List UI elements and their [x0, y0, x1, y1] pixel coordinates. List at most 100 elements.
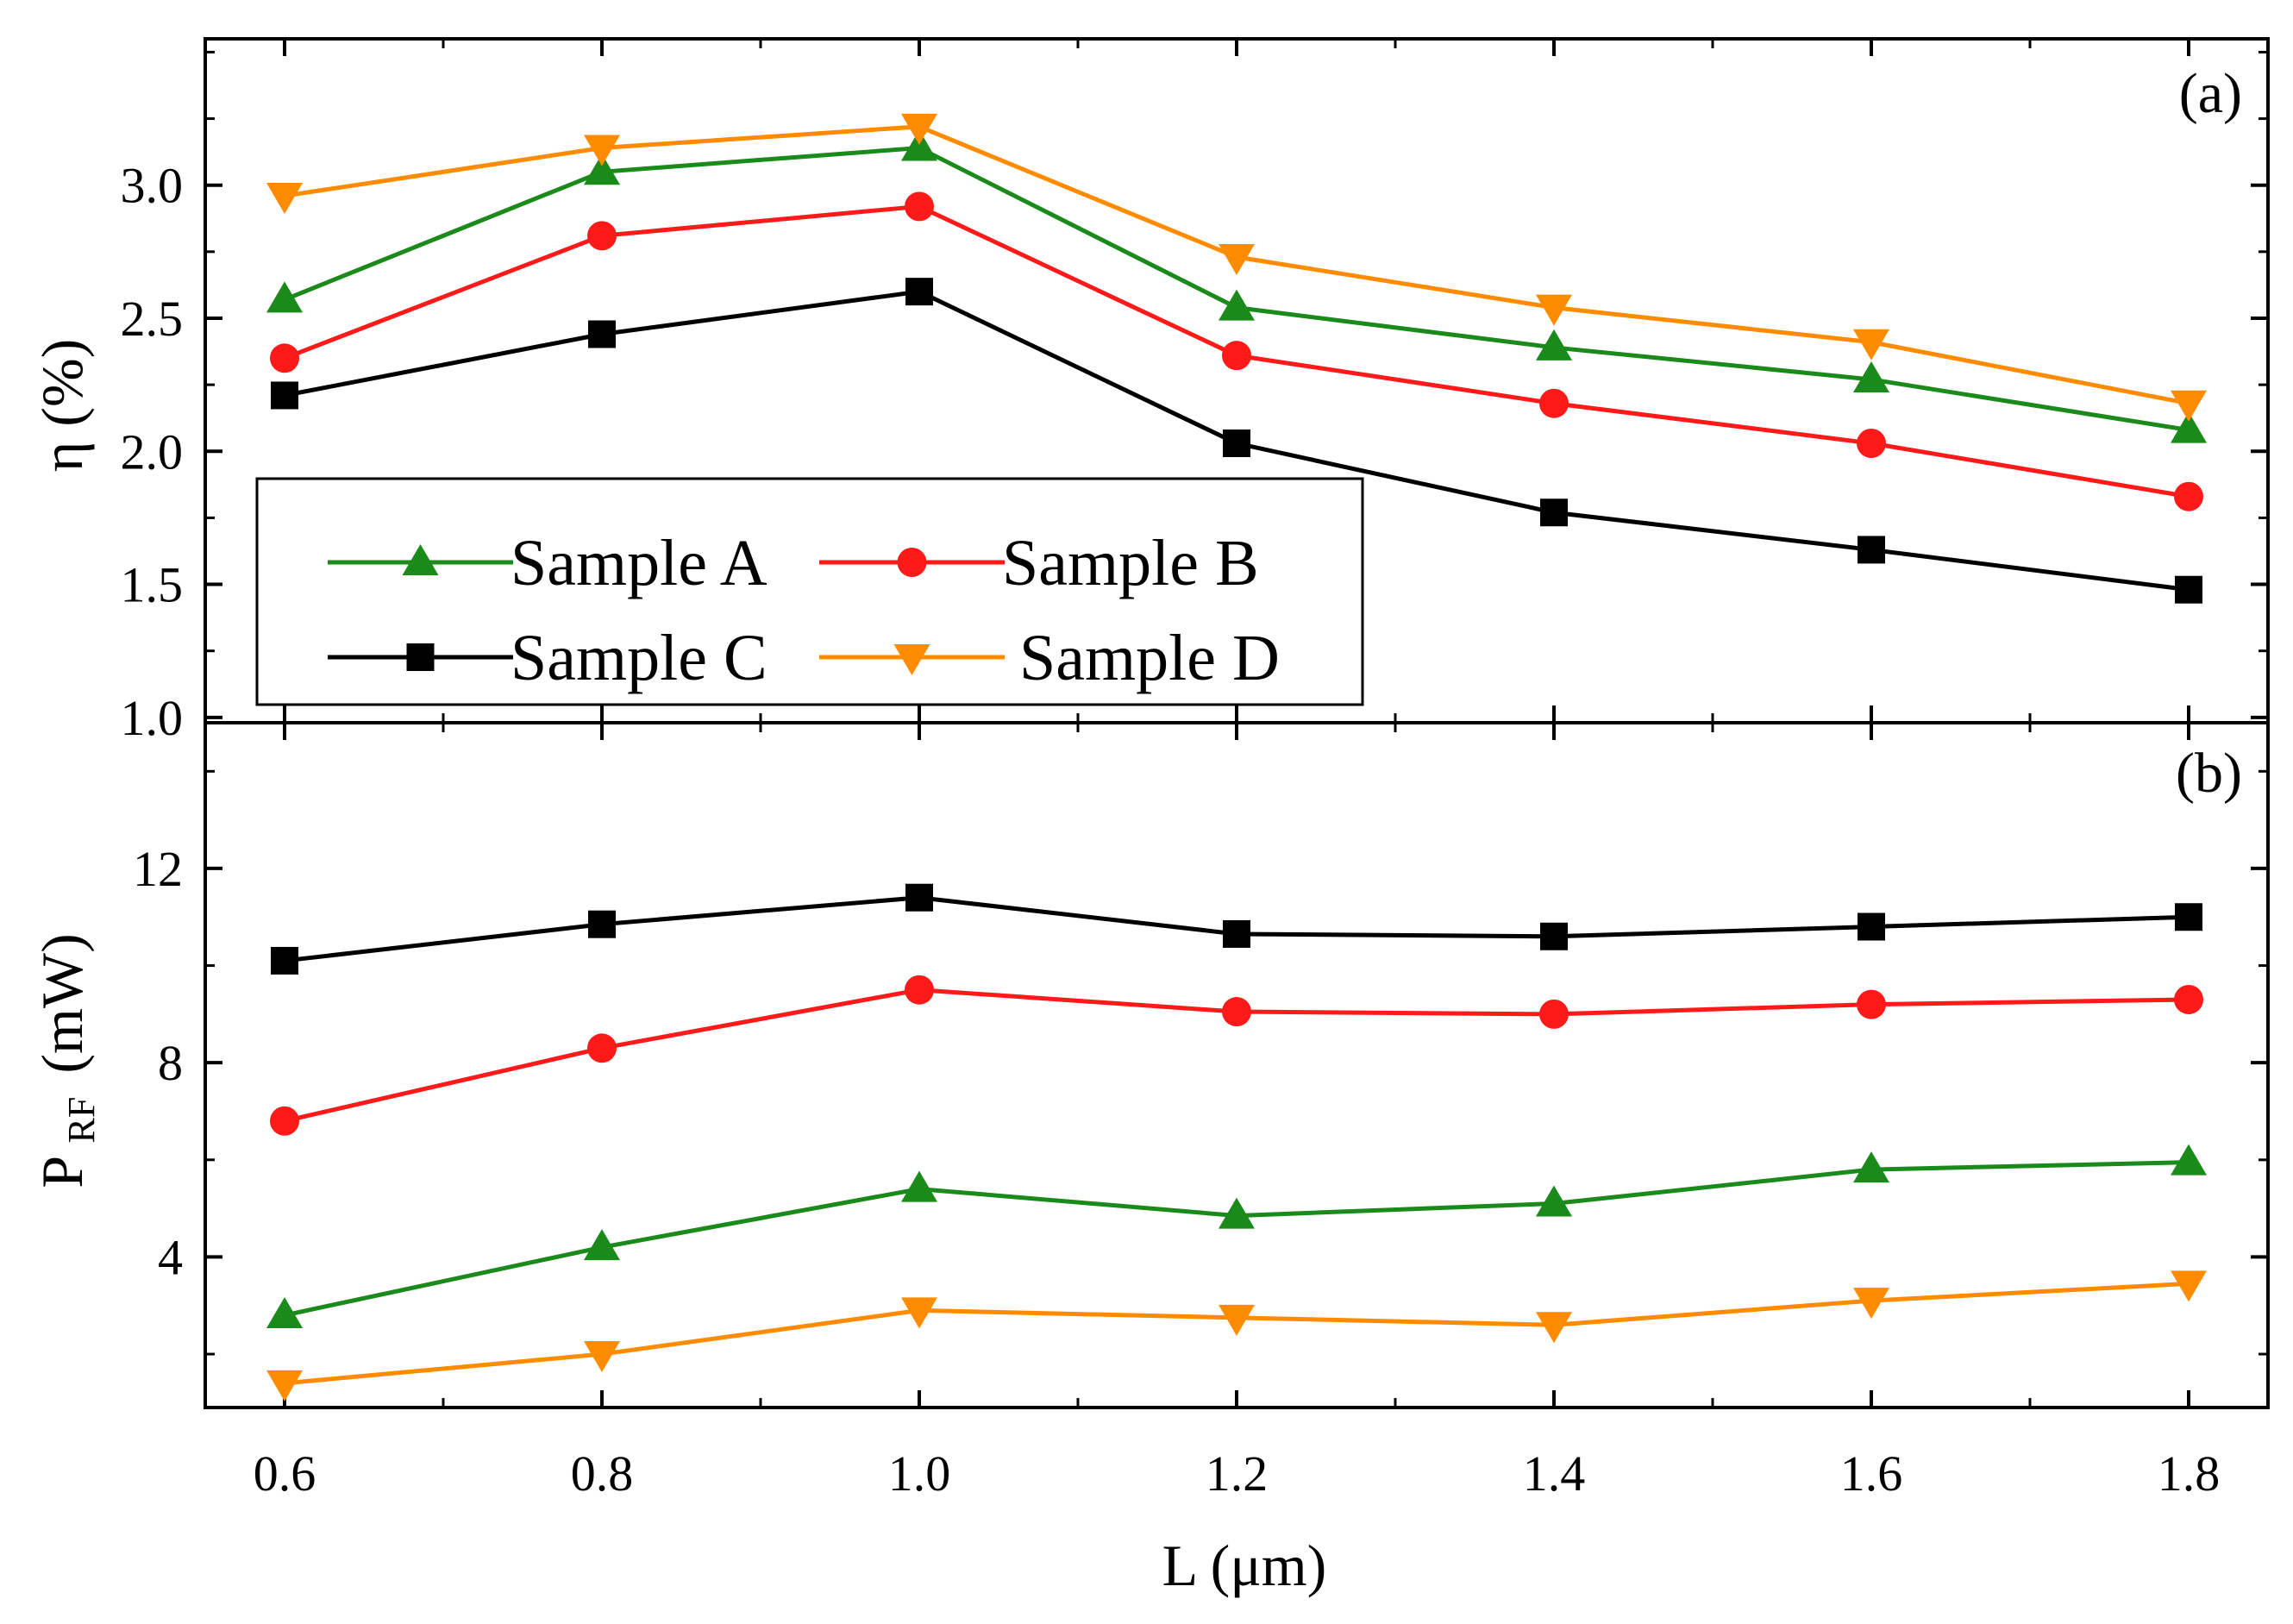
legend-marker-sample-b	[897, 548, 927, 577]
legend-marker-sample-d	[893, 644, 930, 675]
panel-a-ylabel-unit: (%)	[29, 339, 95, 427]
panel-a-point-sample-b	[1539, 388, 1569, 418]
panel-b-point-sample-d	[266, 1370, 303, 1401]
panel-a-point-sample-d	[1536, 294, 1572, 326]
panel-b-series-sample-c	[271, 883, 2202, 975]
panel-b-point-sample-b	[2174, 984, 2203, 1014]
x-tick-label: 1.0	[888, 1445, 951, 1502]
panel-a-series-sample-a	[266, 129, 2207, 443]
panel-a-point-sample-a	[1536, 329, 1572, 361]
panel-a-point-sample-d	[2171, 390, 2207, 422]
panel-a-point-sample-b	[587, 221, 617, 251]
panel-b-point-sample-d	[1536, 1312, 1572, 1344]
panel-b-point-sample-a	[266, 1297, 303, 1329]
panel-a-tag: (a)	[2179, 62, 2242, 125]
panel-a-series-sample-b	[270, 191, 2203, 511]
panel-b-ytick-label: 4	[158, 1229, 183, 1285]
panel-a-point-sample-d	[901, 113, 937, 145]
panel-a-point-sample-b	[905, 191, 934, 222]
x-tick-label: 1.6	[1840, 1445, 1903, 1502]
panel-b-series-sample-b	[270, 975, 2203, 1136]
panel-a: 1.0 1.5 2.0 2.5 3.0	[121, 37, 2270, 746]
panel-a-point-sample-c	[905, 278, 933, 306]
panel-a-point-sample-b	[270, 343, 299, 373]
panel-b-ylabel-unit: (mW)	[29, 933, 95, 1073]
panel-b-ylabel: P RF (mW)	[29, 933, 107, 1188]
panel-a-ytick-label: 1.5	[121, 557, 184, 613]
panel-a-point-sample-b	[1222, 341, 1251, 371]
panel-b-point-sample-a	[1536, 1185, 1572, 1217]
panel-b-point-sample-d	[2171, 1270, 2207, 1302]
panel-b-point-sample-c	[2175, 903, 2202, 931]
panel-a-point-sample-a	[901, 129, 937, 161]
panel-a-point-sample-c	[271, 381, 298, 410]
panel-a-point-sample-b	[2174, 481, 2203, 511]
panel-b-point-sample-a	[1853, 1151, 1889, 1183]
legend: Sample A Sample B Sample C Sample D	[255, 477, 1364, 706]
panel-a-ytick-label: 2.5	[121, 291, 184, 347]
panel-a-line-sample-a	[284, 145, 2190, 433]
panel-b-point-sample-b	[587, 1033, 617, 1063]
panel-b-point-sample-b	[1857, 989, 1886, 1019]
panel-b-tag: (b)	[2176, 742, 2242, 805]
panel-b-point-sample-b	[1539, 999, 1569, 1029]
panel-b-ylabel-subscript: RF	[60, 1097, 103, 1144]
panel-a-point-sample-d	[1219, 244, 1255, 276]
legend-entry-sample-a: Sample A	[328, 527, 767, 599]
panel-a-point-sample-a	[2171, 411, 2207, 443]
x-tick-label: 1.8	[2158, 1445, 2221, 1502]
panel-b-line-sample-a	[284, 1160, 2190, 1318]
panel-b-point-sample-b	[1222, 997, 1251, 1027]
legend-box	[255, 477, 1364, 706]
x-axis-title: L (μm)	[1162, 1533, 1327, 1598]
panel-a-ytick-label: 1.0	[121, 690, 184, 746]
legend-entry-sample-d: Sample D	[819, 622, 1280, 694]
panel-b-ytick-label: 8	[158, 1035, 183, 1091]
panel-a-point-sample-a	[266, 281, 303, 313]
panel-b-ylabel-symbol: P	[29, 1157, 95, 1188]
panel-a-ylabel-symbol: η	[29, 442, 95, 473]
panel-a-point-sample-c	[588, 320, 616, 348]
panel-a-point-sample-d	[584, 135, 620, 166]
panel-b-point-sample-a	[2171, 1144, 2207, 1176]
panel-a-series-sample-d	[266, 113, 2207, 422]
panel-b-series-sample-a	[266, 1144, 2207, 1329]
panel-a-point-sample-a	[584, 154, 620, 185]
panel-a-point-sample-c	[1540, 498, 1568, 527]
x-tick-label: 1.4	[1523, 1445, 1586, 1502]
x-tick-label: 0.8	[571, 1445, 634, 1502]
x-axis: 0.6 0.8 1.0 1.2 1.4 1.6 1.8	[254, 1445, 2221, 1502]
panel-a-series-sample-c	[271, 278, 2202, 604]
panel-a-point-sample-c	[1858, 536, 1885, 564]
panel-b-point-sample-a	[1219, 1197, 1255, 1229]
panel-a-point-sample-b	[1857, 429, 1886, 459]
panel-b-point-sample-a	[901, 1170, 937, 1202]
panel-a-ytick-label: 3.0	[121, 158, 184, 214]
panel-b: 4 8 12	[133, 721, 2270, 1409]
panel-a-point-sample-d	[1853, 329, 1889, 361]
legend-marker-sample-c	[406, 643, 435, 671]
panel-b-series-sample-d	[266, 1270, 2207, 1401]
panel-b-point-sample-b	[905, 975, 934, 1005]
panel-a-ylabel: η (%)	[29, 339, 95, 473]
panel-b-point-sample-b	[270, 1106, 299, 1136]
legend-label-sample-b: Sample B	[1002, 527, 1259, 599]
panel-b-point-sample-c	[271, 946, 298, 975]
panel-a-point-sample-d	[266, 183, 303, 215]
legend-entry-sample-c: Sample C	[328, 622, 767, 694]
panel-b-point-sample-d	[584, 1341, 620, 1373]
panel-a-point-sample-a	[1853, 361, 1889, 392]
legend-label-sample-d: Sample D	[1019, 622, 1280, 694]
legend-marker-sample-a	[402, 544, 439, 575]
panel-a-point-sample-a	[1219, 289, 1255, 321]
legend-label-sample-c: Sample C	[511, 622, 767, 694]
panel-a-point-sample-c	[2175, 575, 2202, 604]
panel-b-point-sample-d	[1219, 1304, 1255, 1336]
panel-b-ytick-label: 12	[133, 841, 183, 897]
panel-b-point-sample-c	[905, 883, 933, 912]
panel-b-point-sample-c	[588, 910, 616, 938]
panel-a-ytick-label: 2.0	[121, 423, 184, 480]
panel-b-point-sample-a	[584, 1229, 620, 1261]
panel-b-point-sample-c	[1858, 912, 1885, 941]
